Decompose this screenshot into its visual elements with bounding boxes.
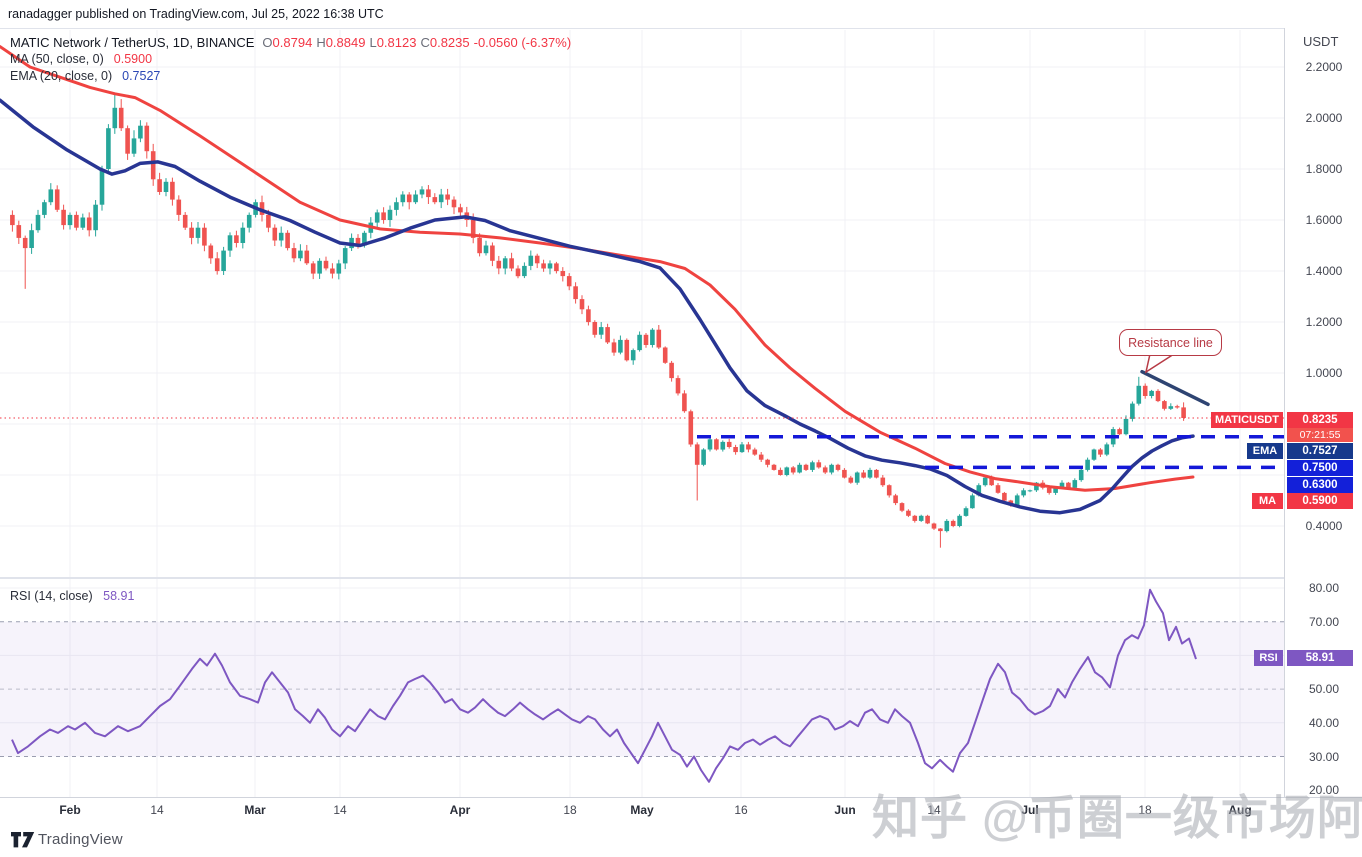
footer-bar: TradingView	[0, 822, 1362, 857]
rsi-legend[interactable]: RSI (14, close) 58.91	[10, 589, 134, 603]
price-tick-label: 1.8000	[1305, 162, 1343, 176]
symbol-price-tag[interactable]: MATICUSDT	[1211, 412, 1283, 428]
price-tick-label: 1.6000	[1305, 213, 1343, 227]
time-tick-label: Feb	[59, 803, 81, 817]
ma-legend-value: 0.5900	[113, 52, 153, 66]
time-tick-label: 18	[563, 803, 577, 817]
tradingview-brand-text[interactable]: TradingView	[38, 831, 123, 848]
time-tick-label: Aug	[1228, 803, 1252, 817]
ema-legend-value: 0.7527	[122, 69, 161, 83]
time-axis[interactable]: Feb 14 Mar 14 Apr 18 May 16 Jun 14 Jul 18 Aug	[0, 797, 1362, 823]
change-value: -0.0560 (-6.37%)	[473, 35, 572, 50]
ohlc-value: 0.8849	[325, 35, 366, 50]
rsi-tick-label: 40.00	[1308, 715, 1340, 730]
ohlc-letter: C	[420, 35, 430, 50]
ohlc-value: 0.8794	[272, 35, 313, 50]
rsi-tick-label: 50.00	[1308, 682, 1340, 697]
ema-legend-row[interactable]: EMA (20, close, 0) 0.7527	[10, 68, 571, 85]
time-tick-label: May	[630, 803, 654, 817]
time-tick-label: Apr	[449, 803, 471, 817]
price-tick-label: 1.4000	[1305, 264, 1343, 278]
ma-value-badge[interactable]: 0.5900	[1287, 493, 1353, 509]
price-tick-label: 1.2000	[1305, 315, 1343, 329]
rsi-legend-value: 58.91	[103, 589, 135, 603]
price-tick-label: 2.0000	[1305, 111, 1343, 125]
ema-value-badge[interactable]: 0.7527	[1287, 443, 1353, 459]
attribution-text: ranadagger published on TradingView.com,…	[8, 7, 384, 21]
time-tick-label: 14	[927, 803, 941, 817]
ohlc-letter: L	[369, 35, 377, 50]
time-tick-label: Jun	[834, 803, 856, 817]
ohlc-letter: H	[316, 35, 326, 50]
ohlc-values: O0.8794 H0.8849 L0.8123 C0.8235	[258, 34, 469, 51]
ema-legend-label: EMA (20, close, 0)	[10, 69, 113, 83]
symbol-title: MATIC Network / TetherUS, 1D, BINANCE	[10, 35, 255, 50]
price-axis-unit: USDT	[1303, 34, 1339, 49]
ma-legend-label: MA (50, close, 0)	[10, 52, 104, 66]
symbol-legend[interactable]: MATIC Network / TetherUS, 1D, BINANCE O0…	[10, 34, 571, 85]
price-tick-label: 2.2000	[1305, 60, 1343, 74]
resistance-annotation-label: Resistance line	[1128, 335, 1213, 350]
ohlc-value: 0.8123	[376, 35, 417, 50]
time-tick-label: 14	[333, 803, 347, 817]
price-tick-label: 0.4000	[1305, 519, 1343, 533]
rsi-tag[interactable]: RSI	[1254, 650, 1283, 666]
rsi-tick-label: 20.00	[1308, 783, 1340, 798]
countdown-badge[interactable]: 07:21:55	[1287, 428, 1353, 442]
last-price-badge[interactable]: 0.8235	[1287, 412, 1353, 428]
support1-badge[interactable]: 0.7500	[1287, 460, 1353, 476]
time-tick-label: 18	[1138, 803, 1152, 817]
ohlc-value: 0.8235	[429, 35, 470, 50]
ma-tag[interactable]: MA	[1252, 493, 1283, 509]
symbol-legend-row[interactable]: MATIC Network / TetherUS, 1D, BINANCE O0…	[10, 34, 571, 51]
rsi-legend-label: RSI (14, close)	[10, 589, 93, 603]
ema-tag[interactable]: EMA	[1247, 443, 1283, 459]
time-tick-label: Jul	[1021, 803, 1039, 817]
rsi-tick-label: 30.00	[1308, 749, 1340, 764]
rsi-tick-label: 70.00	[1308, 614, 1340, 629]
price-axis[interactable]: USDT 2.2000 2.0000 1.8000 1.6000 1.4000 1.200…	[1284, 28, 1362, 822]
time-tick-label: 14	[150, 803, 164, 817]
time-tick-label: Mar	[244, 803, 266, 817]
resistance-annotation[interactable]: Resistance line	[1119, 329, 1222, 356]
support2-badge[interactable]: 0.6300	[1287, 477, 1353, 493]
tradingview-logo-icon[interactable]	[11, 831, 35, 849]
ohlc-letter: O	[262, 35, 273, 50]
watermark-text: 知乎 @币圈一级市场阿生	[872, 791, 1362, 844]
time-tick-label: 16	[734, 803, 748, 817]
rsi-value-badge[interactable]: 58.91	[1287, 650, 1353, 666]
rsi-tick-label: 80.00	[1308, 581, 1340, 595]
ma-legend-row[interactable]: MA (50, close, 0) 0.5900	[10, 51, 571, 68]
price-tick-label: 1.0000	[1305, 366, 1343, 380]
